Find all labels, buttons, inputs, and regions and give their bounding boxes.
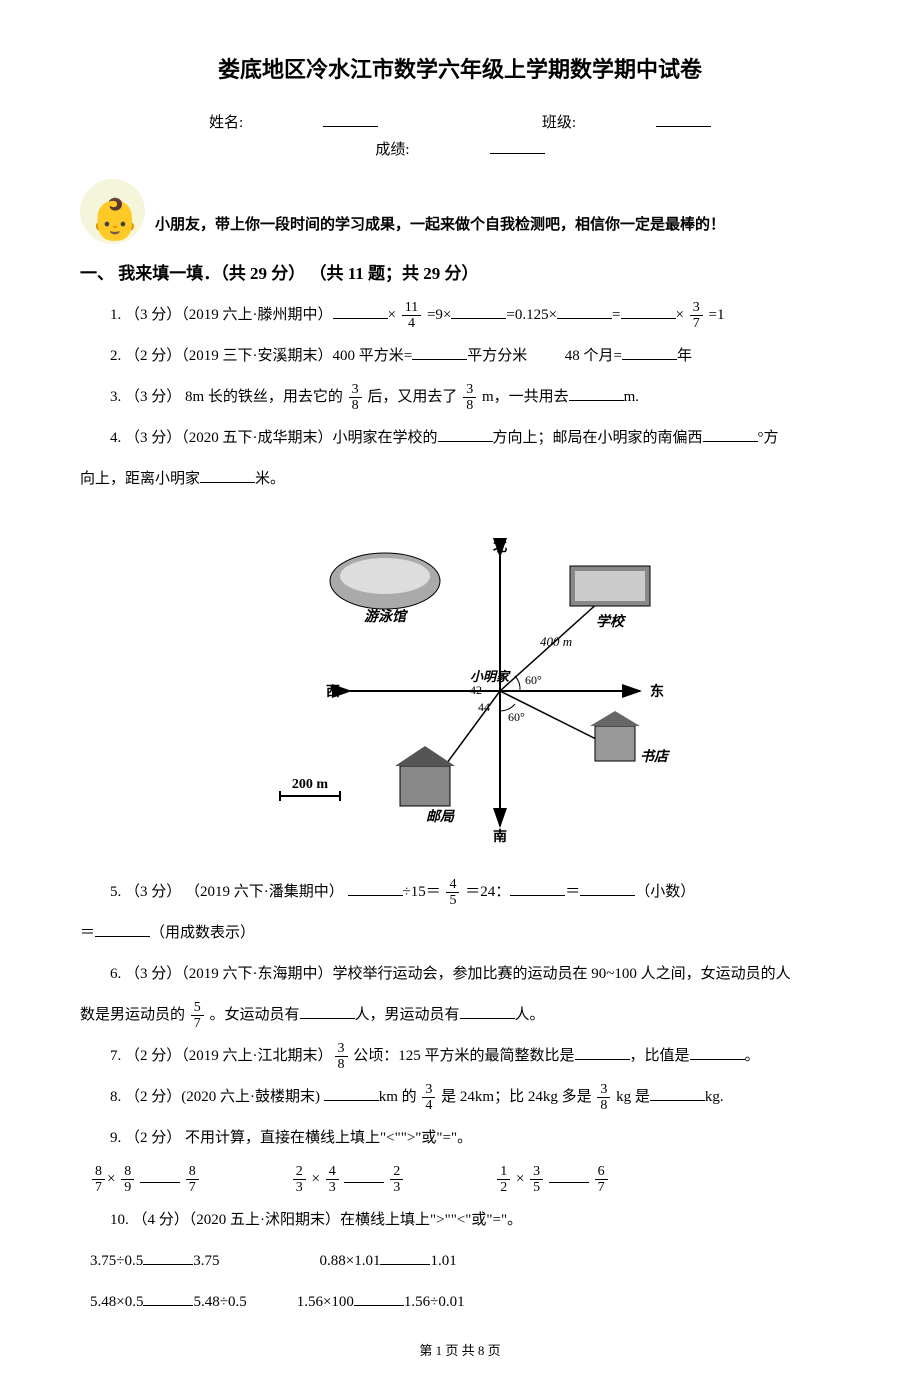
question-1: 1. （3 分）（2019 六上·滕州期中）× 114 =9×=0.125×=×… [110, 299, 840, 332]
question-9-row: 87× 89 87 23 × 43 23 12 × 35 67 [90, 1163, 840, 1196]
question-4: 4. （3 分）（2020 五下·成华期末）小明家在学校的方向上；邮局在小明家的… [110, 422, 840, 455]
map-north: 北 [493, 539, 507, 555]
question-8: 8. （2 分）(2020 六上·鼓楼期末) km 的 34 是 24km；比 … [110, 1081, 840, 1114]
page-title: 娄底地区冷水江市数学六年级上学期数学期中试卷 [80, 50, 840, 90]
question-6-line2: 数是男运动员的 57 。女运动员有人，男运动员有人。 [80, 999, 840, 1032]
question-10-row1: 3.75÷0.53.75 0.88×1.011.01 [90, 1245, 840, 1278]
map-post: 邮局 [426, 808, 455, 825]
map-east: 东 [650, 683, 664, 700]
question-2: 2. （2 分）（2019 三下·安溪期末）400 平方米=平方分米 48 个月… [110, 340, 840, 373]
question-7: 7. （2 分）（2019 六上·江北期末）38 公顷：125 平方米的最简整数… [110, 1040, 840, 1073]
question-5: 5. （3 分） （2019 六下·潘集期中） ÷15＝ 45 ＝24：＝（小数… [110, 876, 840, 909]
question-9: 9. （2 分） 不用计算，直接在横线上填上"<"">"或"="。 [110, 1122, 840, 1155]
section-1-header: 一、 我来填一填．（共 29 分） （共 11 题；共 29 分） [80, 259, 840, 290]
question-6: 6. （3 分）（2019 六下·东海期中）学校举行运动会，参加比赛的运动员在 … [110, 958, 840, 991]
question-10: 10. （4 分）（2020 五上·沭阳期末）在横线上填上">""<"或"="。 [110, 1204, 840, 1237]
question-5-line2: ＝（用成数表示） [80, 917, 840, 950]
class-field: 班级: [502, 115, 751, 131]
score-field: 成绩: [335, 142, 584, 158]
map-scale: 200 m [292, 777, 329, 792]
map-angle60a: 60° [525, 673, 542, 687]
map-south: 南 [493, 828, 507, 845]
map-angle44: 44 [478, 700, 490, 714]
question-3: 3. （3 分） 8m 长的铁丝，用去它的 38 后，又用去了 38 m，一共用… [110, 381, 840, 414]
question-10-row2: 5.48×0.55.48÷0.5 1.56×1001.56÷0.01 [90, 1286, 840, 1319]
greeting-row: 小朋友，带上你一段时间的学习成果，一起来做个自我检测吧，相信你一定是最棒的！ [80, 179, 840, 244]
map-school: 学校 [596, 613, 627, 630]
map-angle42: 42 [470, 683, 482, 697]
map-bookstore: 书店 [640, 748, 671, 765]
name-field: 姓名: [169, 115, 418, 131]
map-pool: 游泳馆 [364, 608, 409, 625]
question-4-line2: 向上，距离小明家米。 [80, 463, 840, 496]
cartoon-icon [80, 179, 145, 244]
map-west: 西 [326, 684, 340, 700]
greeting-text: 小朋友，带上你一段时间的学习成果，一起来做个自我检测吧，相信你一定是最棒的！ [155, 212, 840, 244]
page-footer: 第 1 页 共 8 页 [80, 1339, 840, 1362]
map-diagram: 北 南 东 西 学校 400 m 游泳馆 书店 邮局 小明家 60° 60° 4… [80, 516, 840, 856]
map-angle60b: 60° [508, 710, 525, 724]
map-xiaoming: 小明家 [470, 669, 511, 684]
info-row: 姓名: 班级: 成绩: [80, 110, 840, 164]
map-dist400: 400 m [540, 634, 572, 649]
